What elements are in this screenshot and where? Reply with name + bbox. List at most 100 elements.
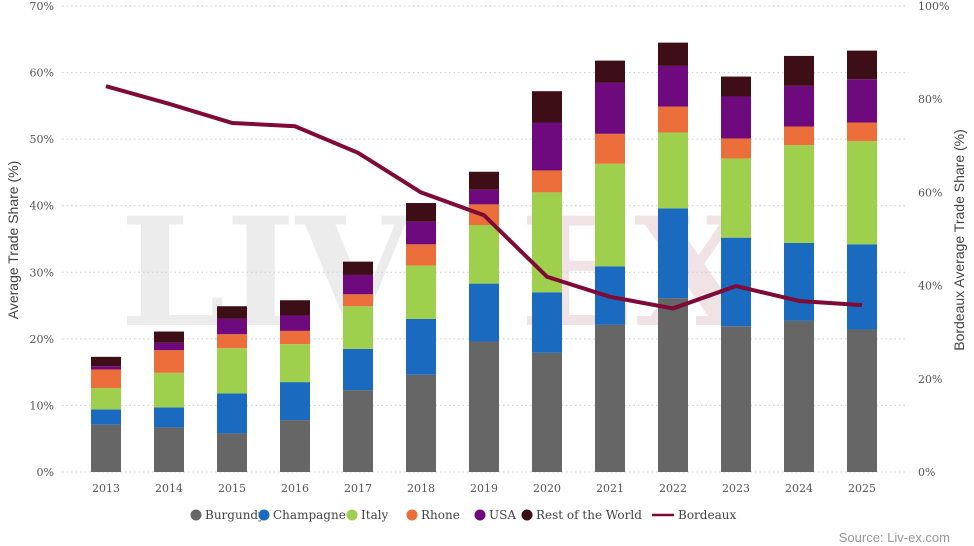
x-tick-label: 2019	[470, 482, 498, 495]
bar-rhone	[91, 369, 121, 389]
bar-usa	[91, 366, 121, 370]
bar-burgundy	[91, 424, 121, 472]
bar-rest-of-the-world	[154, 331, 184, 343]
x-tick-label: 2017	[344, 482, 372, 495]
source-note: Source: Liv-ex.com	[839, 530, 950, 545]
bar-rhone	[280, 330, 310, 345]
bar-rhone	[721, 138, 751, 159]
y2-tick-label: 60%	[918, 186, 942, 199]
legend-marker	[406, 509, 418, 521]
legend-item: USA	[474, 508, 516, 522]
bar-burgundy	[469, 341, 499, 472]
legend-item: Burgundy	[190, 508, 265, 522]
bar-usa	[280, 315, 310, 331]
bar-burgundy	[217, 433, 247, 472]
legend-marker	[346, 509, 358, 521]
bar-usa	[658, 65, 688, 107]
bar-burgundy	[784, 320, 814, 472]
bar-rest-of-the-world	[532, 91, 562, 123]
x-tick-label: 2016	[281, 482, 309, 495]
bar-italy	[595, 163, 625, 267]
bar-burgundy	[343, 390, 373, 472]
y-tick-label: 70%	[30, 0, 54, 13]
x-tick-label: 2021	[596, 482, 624, 495]
x-tick-label: 2023	[722, 482, 750, 495]
bar-italy	[280, 344, 310, 383]
bar-burgundy	[280, 420, 310, 472]
bar-champagne	[847, 244, 877, 330]
y-tick-label: 50%	[30, 133, 54, 146]
bar-champagne	[784, 242, 814, 321]
x-tick-label: 2025	[848, 482, 876, 495]
y-axis-title: Average Trade Share (%)	[5, 161, 21, 320]
legend-item: Rest of the World	[521, 508, 642, 522]
bar-champagne	[343, 348, 373, 391]
bar-italy	[217, 348, 247, 394]
legend-label: Rhone	[421, 508, 460, 522]
bar-usa	[721, 96, 751, 139]
legend-label: Burgundy	[205, 508, 265, 522]
y2-tick-label: 80%	[918, 93, 942, 106]
bar-usa	[154, 342, 184, 351]
bar-champagne	[469, 283, 499, 342]
legend-item: Champagne	[258, 508, 346, 522]
legend-item: Italy	[346, 508, 389, 522]
bar-rhone	[658, 106, 688, 133]
bar-rest-of-the-world	[847, 50, 877, 80]
bar-burgundy	[532, 352, 562, 472]
bar-italy	[91, 388, 121, 410]
x-tick-label: 2020	[533, 482, 561, 495]
y-tick-label: 60%	[30, 67, 54, 80]
bar-champagne	[406, 318, 436, 375]
y2-axis-title: Bordeaux Average Trade Share (%)	[951, 129, 967, 351]
bar-burgundy	[154, 427, 184, 472]
bar-burgundy	[721, 326, 751, 472]
bar-rest-of-the-world	[658, 42, 688, 66]
bar-usa	[469, 189, 499, 205]
bar-champagne	[721, 237, 751, 327]
legend-item: Rhone	[406, 508, 460, 522]
bar-italy	[847, 141, 877, 245]
legend-label: Italy	[361, 508, 389, 522]
x-tick-label: 2022	[659, 482, 687, 495]
bar-rhone	[154, 350, 184, 373]
bar-usa	[343, 274, 373, 295]
bar-usa	[784, 85, 814, 127]
bar-italy	[406, 265, 436, 319]
bar-champagne	[280, 382, 310, 421]
bar-usa	[532, 122, 562, 171]
bar-rhone	[217, 334, 247, 349]
bar-usa	[595, 82, 625, 134]
bar-champagne	[154, 407, 184, 428]
y2-tick-label: 40%	[918, 280, 942, 293]
bar-rhone	[532, 170, 562, 193]
y-tick-label: 20%	[30, 333, 54, 346]
legend-marker	[258, 509, 270, 521]
bar-rest-of-the-world	[343, 261, 373, 275]
y-tick-label: 0%	[37, 466, 54, 479]
x-tick-label: 2014	[155, 482, 183, 495]
bar-burgundy	[847, 329, 877, 472]
bar-champagne	[91, 409, 121, 425]
bar-rhone	[595, 133, 625, 164]
legend-label: USA	[489, 508, 516, 522]
bar-rhone	[847, 122, 877, 142]
y-tick-label: 40%	[30, 200, 54, 213]
bar-rhone	[343, 294, 373, 307]
bar-rest-of-the-world	[217, 306, 247, 319]
legend-marker	[521, 509, 533, 521]
legend-label: Bordeaux	[678, 508, 736, 522]
legend-label: Rest of the World	[536, 508, 642, 522]
bar-italy	[721, 158, 751, 238]
legend-marker	[190, 509, 202, 521]
bar-rest-of-the-world	[469, 171, 499, 190]
bar-rhone	[406, 244, 436, 266]
bar-champagne	[217, 393, 247, 434]
bar-rest-of-the-world	[595, 60, 625, 83]
bar-italy	[784, 145, 814, 243]
bar-burgundy	[595, 324, 625, 472]
bar-rhone	[784, 126, 814, 146]
x-tick-label: 2024	[785, 482, 813, 495]
